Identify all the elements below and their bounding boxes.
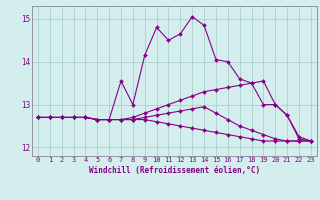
X-axis label: Windchill (Refroidissement éolien,°C): Windchill (Refroidissement éolien,°C) — [89, 166, 260, 175]
